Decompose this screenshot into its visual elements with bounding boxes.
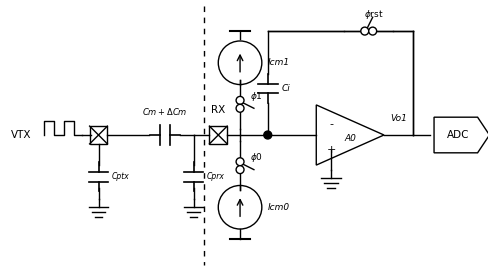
Bar xyxy=(90,126,108,144)
Text: $\phi$1: $\phi$1 xyxy=(250,90,263,103)
Text: Icm0: Icm0 xyxy=(268,203,290,212)
Text: Cptx: Cptx xyxy=(111,172,129,181)
Text: Cprx: Cprx xyxy=(206,172,224,181)
Bar xyxy=(209,126,227,144)
Circle shape xyxy=(236,166,244,174)
Circle shape xyxy=(236,158,244,166)
Text: Ci: Ci xyxy=(282,84,290,93)
Text: $Cm+\Delta Cm$: $Cm+\Delta Cm$ xyxy=(142,106,188,117)
Circle shape xyxy=(264,131,272,139)
Circle shape xyxy=(236,104,244,112)
Text: $\phi$0: $\phi$0 xyxy=(250,151,263,164)
Circle shape xyxy=(218,41,262,85)
Text: $\phi$rst: $\phi$rst xyxy=(364,8,383,21)
Text: +: + xyxy=(327,145,336,155)
Circle shape xyxy=(236,96,244,104)
Polygon shape xyxy=(316,105,384,165)
Text: RX: RX xyxy=(211,105,225,115)
Circle shape xyxy=(369,27,377,35)
Text: VTX: VTX xyxy=(10,130,31,140)
Text: ADC: ADC xyxy=(446,130,469,140)
Text: Icm1: Icm1 xyxy=(268,58,290,67)
Text: A0: A0 xyxy=(344,134,356,143)
Text: -: - xyxy=(329,119,333,129)
Circle shape xyxy=(361,27,369,35)
Text: Vo1: Vo1 xyxy=(390,114,407,123)
Circle shape xyxy=(218,185,262,229)
Polygon shape xyxy=(434,117,490,153)
